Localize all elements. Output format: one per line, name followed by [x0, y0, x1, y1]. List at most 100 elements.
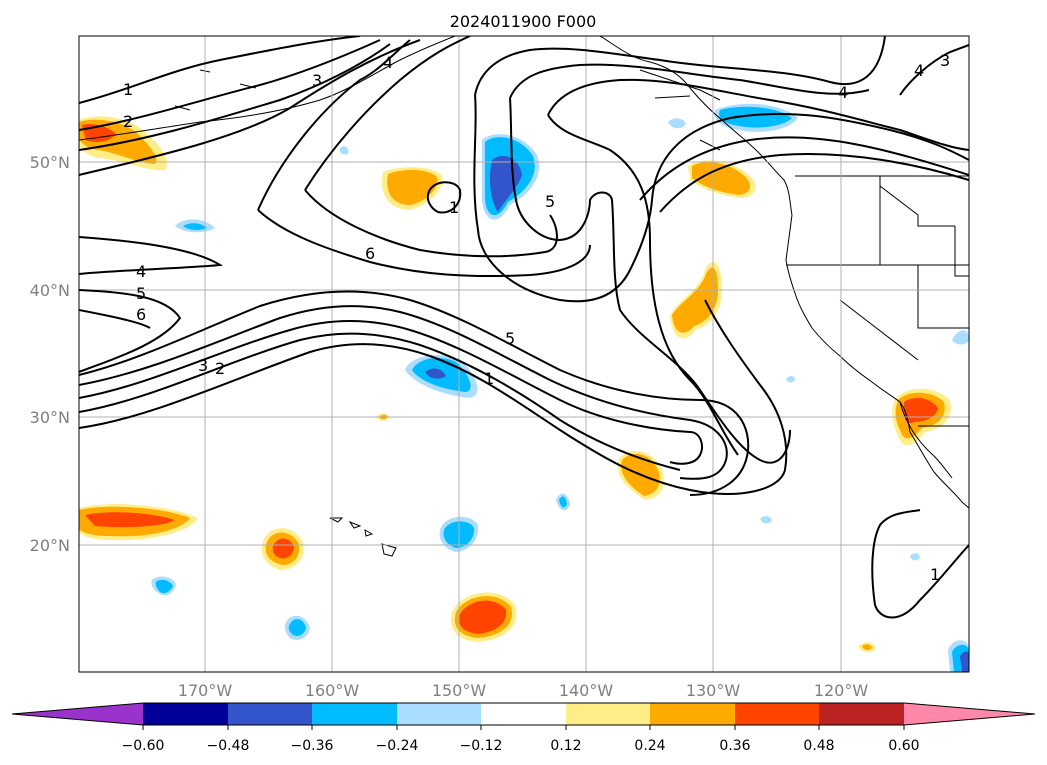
hawaii-island: [381, 543, 397, 557]
lon-label: 150°W: [432, 681, 487, 700]
colorbar-bin: [312, 703, 397, 725]
colorbar-ticks: −0.60 −0.48 −0.36 −0.24 −0.12 0.12 0.24 …: [122, 725, 920, 754]
contour-6: [257, 209, 591, 278]
contour-label: 5: [136, 284, 146, 303]
colorbar-bin: [228, 703, 312, 725]
hawaii-island: [364, 529, 374, 537]
lon-label: 170°W: [178, 681, 233, 700]
contour-4: [79, 39, 421, 176]
colorbar-tick-label: 0.48: [803, 738, 834, 754]
latitude-labels: 50°N 40°N 30°N 20°N: [30, 153, 70, 555]
contour-5: [79, 289, 182, 373]
lon-label: 120°W: [814, 681, 869, 700]
map-area: 1 2 3 4 4 4 4 3 6 5 1 5 1 4 5 6 3 2 1: [79, 36, 969, 672]
coastlines: [79, 36, 969, 557]
contour-3: [509, 97, 791, 464]
lat-label: 30°N: [30, 408, 70, 427]
colorbar: −0.60 −0.48 −0.36 −0.24 −0.12 0.12 0.24 …: [11, 702, 1036, 754]
contour-label: 4: [136, 262, 146, 281]
contour-7: [426, 181, 462, 214]
contour-2: [79, 305, 728, 480]
colorbar-bin: [143, 703, 228, 725]
colorbar-tick-label: −0.60: [122, 738, 165, 754]
contour-labels: 1 2 3 4 4 4 4 3 6 5 1 5 1 4 5 6 3 2 1: [123, 51, 950, 584]
colorbar-tick-label: 0.12: [550, 738, 581, 754]
lon-label: 140°W: [559, 681, 614, 700]
contour-5: [257, 39, 411, 211]
positive-anomaly-blob: [79, 504, 198, 541]
lat-label: 20°N: [30, 536, 70, 555]
colorbar-bin: [735, 703, 819, 725]
contour-label: 5: [505, 329, 515, 348]
north-america-coastline: [785, 214, 911, 433]
mexico-coastline: [909, 431, 969, 509]
lat-label: 40°N: [30, 281, 70, 300]
negative-anomaly-blob: [151, 576, 176, 596]
negative-anomaly-blob: [760, 516, 772, 524]
colorbar-under-arrow: [12, 703, 143, 725]
baja-coastline: [899, 401, 953, 479]
negative-anomaly-blob: [714, 103, 798, 132]
negative-anomaly-blob: [910, 553, 920, 561]
positive-anomaly-blob: [261, 528, 304, 570]
negative-anomaly-blob: [786, 376, 795, 383]
contour-1: [874, 544, 969, 619]
colorbar-tick-label: −0.36: [291, 738, 334, 754]
contour-2: [639, 136, 969, 201]
negative-anomaly-blob: [668, 118, 686, 129]
colorbar-tick-label: 0.36: [719, 738, 750, 754]
contour-5: [473, 94, 969, 303]
colorbar-tick-label: −0.12: [460, 738, 503, 754]
contour-label: 2: [123, 112, 133, 131]
state-border: [879, 185, 955, 227]
contour-6: [79, 309, 151, 329]
colorbar-bin: [650, 703, 735, 725]
contour-label: 1: [930, 565, 940, 584]
negative-anomaly-blob: [284, 615, 310, 640]
positive-anomaly-blob: [862, 644, 872, 651]
contour-4: [79, 332, 681, 471]
contour-label: 3: [940, 51, 950, 70]
state-border: [917, 265, 969, 329]
contour-label: 5: [545, 192, 555, 211]
contour-label: 1: [123, 80, 133, 99]
contour-3: [79, 320, 703, 465]
contour-6: [304, 189, 558, 258]
contour-label: 1: [484, 369, 494, 388]
contour-4: [509, 63, 870, 99]
alaska-coastline: [79, 36, 456, 141]
contour-label: 4: [914, 61, 924, 80]
colorbar-bin: [397, 703, 481, 725]
contour-1: [79, 290, 750, 496]
positive-anomaly-blob: [670, 261, 722, 339]
lat-label: 50°N: [30, 153, 70, 172]
contour-label: 6: [365, 244, 375, 263]
negative-anomaly-blob: [948, 640, 969, 672]
contour-label: 6: [136, 305, 146, 324]
negative-anomaly-blob: [339, 146, 349, 155]
positive-anomaly-blob: [688, 160, 756, 198]
contour-5: [79, 299, 788, 495]
colorbar-bin: [566, 703, 650, 725]
contour-label: 3: [312, 71, 322, 90]
contour-label: 1: [449, 198, 459, 217]
map-frame: [78, 35, 970, 673]
colorbar-tick-label: −0.48: [207, 738, 250, 754]
colorbar-tick-label: 0.24: [634, 738, 665, 754]
contour-2: [79, 39, 381, 131]
contour-1: [659, 153, 969, 213]
colorbar-bin: [481, 703, 566, 725]
contour-2: [547, 114, 739, 456]
map-title: 2024011900 F000: [450, 12, 597, 31]
contour-4: [79, 236, 223, 275]
negative-anomaly-blob: [952, 330, 969, 345]
negative-anomaly-blob: [559, 496, 567, 508]
contour-1: [871, 509, 921, 606]
colorbar-tick-label: −0.24: [376, 738, 419, 754]
state-border: [839, 299, 919, 361]
state-border: [954, 226, 969, 277]
colorbar-bin: [819, 703, 904, 725]
contour-label: 2: [215, 359, 225, 378]
